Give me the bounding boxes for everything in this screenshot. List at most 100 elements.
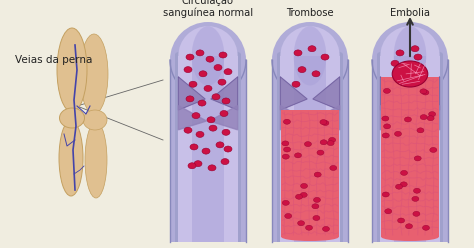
Ellipse shape — [204, 85, 212, 92]
Ellipse shape — [377, 49, 443, 60]
Ellipse shape — [383, 88, 391, 93]
Polygon shape — [178, 106, 207, 130]
Ellipse shape — [321, 54, 329, 60]
Ellipse shape — [216, 142, 224, 148]
Ellipse shape — [83, 110, 107, 130]
Polygon shape — [313, 77, 340, 110]
Ellipse shape — [394, 26, 426, 86]
Polygon shape — [178, 77, 205, 110]
Ellipse shape — [294, 153, 301, 158]
Ellipse shape — [428, 112, 436, 117]
Polygon shape — [311, 106, 340, 130]
Ellipse shape — [224, 69, 232, 75]
Ellipse shape — [400, 182, 407, 187]
Ellipse shape — [383, 133, 389, 138]
Ellipse shape — [422, 90, 429, 95]
Ellipse shape — [312, 204, 319, 209]
Ellipse shape — [208, 165, 216, 171]
Ellipse shape — [175, 49, 241, 60]
Ellipse shape — [406, 224, 412, 229]
Ellipse shape — [283, 119, 291, 124]
Ellipse shape — [328, 137, 336, 142]
FancyBboxPatch shape — [282, 110, 338, 237]
Ellipse shape — [59, 120, 83, 196]
Ellipse shape — [186, 54, 194, 60]
Ellipse shape — [222, 129, 230, 135]
Ellipse shape — [196, 50, 204, 56]
Ellipse shape — [188, 163, 196, 169]
FancyBboxPatch shape — [372, 60, 448, 242]
Ellipse shape — [186, 96, 194, 102]
Ellipse shape — [196, 131, 204, 137]
FancyBboxPatch shape — [178, 56, 237, 242]
Ellipse shape — [285, 214, 292, 218]
Text: Veias da perna: Veias da perna — [15, 55, 92, 65]
Ellipse shape — [191, 26, 224, 86]
FancyBboxPatch shape — [191, 56, 224, 242]
Ellipse shape — [283, 147, 291, 152]
Text: Trombose: Trombose — [286, 8, 334, 18]
Ellipse shape — [224, 146, 232, 152]
Ellipse shape — [282, 141, 289, 146]
Ellipse shape — [198, 100, 206, 106]
Ellipse shape — [212, 94, 220, 100]
Ellipse shape — [209, 125, 217, 131]
Polygon shape — [280, 77, 307, 110]
Ellipse shape — [380, 26, 440, 86]
Ellipse shape — [189, 81, 197, 87]
FancyBboxPatch shape — [280, 56, 340, 242]
Ellipse shape — [401, 170, 408, 175]
Ellipse shape — [330, 165, 337, 170]
Ellipse shape — [312, 71, 320, 77]
FancyBboxPatch shape — [175, 54, 241, 242]
Ellipse shape — [194, 161, 202, 167]
Ellipse shape — [398, 218, 405, 223]
Ellipse shape — [320, 140, 327, 145]
FancyBboxPatch shape — [294, 56, 326, 242]
Ellipse shape — [295, 194, 302, 199]
Polygon shape — [280, 106, 309, 130]
Ellipse shape — [401, 75, 409, 81]
Ellipse shape — [396, 50, 404, 56]
Ellipse shape — [308, 46, 316, 52]
Ellipse shape — [292, 81, 300, 87]
Ellipse shape — [313, 197, 320, 202]
FancyBboxPatch shape — [377, 54, 443, 242]
Ellipse shape — [57, 28, 87, 112]
Ellipse shape — [417, 128, 424, 133]
Ellipse shape — [382, 233, 438, 241]
Ellipse shape — [313, 216, 320, 220]
Ellipse shape — [207, 117, 215, 123]
Ellipse shape — [283, 200, 289, 205]
Ellipse shape — [404, 117, 411, 122]
Ellipse shape — [298, 67, 306, 73]
Ellipse shape — [304, 142, 311, 147]
Ellipse shape — [220, 111, 228, 117]
Ellipse shape — [218, 79, 226, 85]
Ellipse shape — [199, 71, 207, 77]
Ellipse shape — [214, 64, 222, 70]
Ellipse shape — [277, 49, 343, 60]
Ellipse shape — [80, 34, 108, 114]
Polygon shape — [210, 106, 237, 130]
Ellipse shape — [411, 46, 419, 52]
Ellipse shape — [392, 61, 428, 87]
Ellipse shape — [60, 108, 84, 128]
Ellipse shape — [327, 141, 334, 146]
Ellipse shape — [414, 156, 421, 161]
FancyBboxPatch shape — [277, 54, 343, 242]
Ellipse shape — [222, 98, 230, 104]
Ellipse shape — [184, 127, 192, 133]
FancyBboxPatch shape — [382, 77, 438, 237]
FancyBboxPatch shape — [272, 60, 348, 242]
Ellipse shape — [413, 188, 420, 193]
Ellipse shape — [420, 115, 427, 120]
Ellipse shape — [385, 209, 392, 214]
Ellipse shape — [391, 60, 399, 66]
Ellipse shape — [272, 22, 348, 98]
Ellipse shape — [280, 26, 340, 86]
Ellipse shape — [294, 50, 302, 56]
Ellipse shape — [306, 225, 312, 230]
Ellipse shape — [282, 233, 338, 241]
Ellipse shape — [184, 67, 192, 73]
